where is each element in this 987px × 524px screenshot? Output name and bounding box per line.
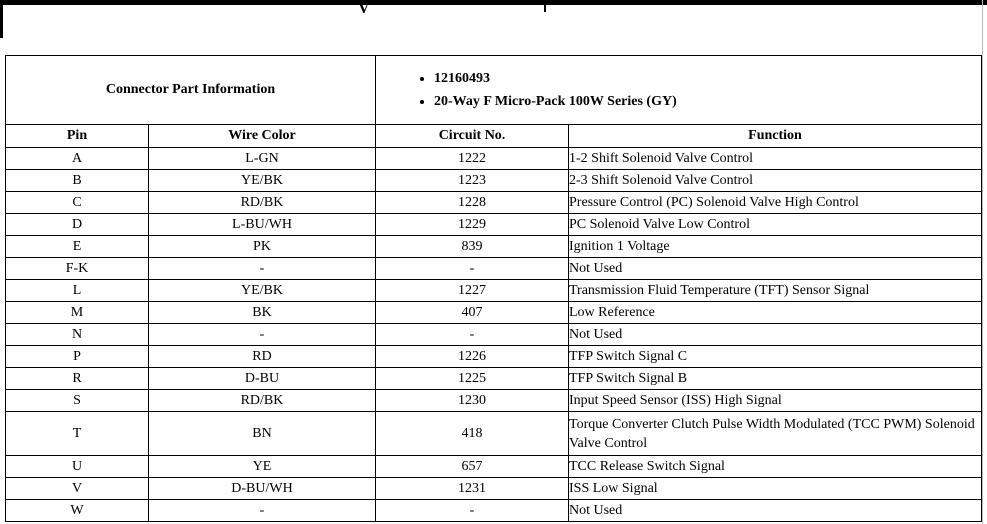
- table-row: N - - Not Used: [5, 323, 983, 346]
- circuit-no-cell: -: [375, 257, 569, 280]
- pin-cell: S: [5, 389, 149, 412]
- col-header-function: Function: [567, 124, 983, 148]
- pin-cell: P: [5, 345, 149, 368]
- pin-cell: B: [5, 169, 149, 192]
- circuit-no-cell: 1230: [375, 389, 569, 412]
- circuit-no-cell: 1227: [375, 279, 569, 302]
- function-cell: Transmission Fluid Temperature (TFT) Sen…: [567, 279, 983, 302]
- pin-cell: U: [5, 455, 149, 478]
- function-cell: PC Solenoid Valve Low Control: [567, 213, 983, 236]
- wire-color-cell: BN: [148, 411, 376, 456]
- table-row: R D-BU 1225 TFP Switch Signal B: [5, 367, 983, 390]
- function-cell: Not Used: [567, 323, 983, 346]
- table-row: C RD/BK 1228 Pressure Control (PC) Solen…: [5, 191, 983, 214]
- table-row: T BN 418 Torque Converter Clutch Pulse W…: [5, 411, 983, 456]
- figure-remnant-glyph: V: [358, 0, 370, 17]
- connector-part-info-title: Connector Part Information: [5, 55, 376, 125]
- circuit-no-cell: -: [375, 499, 569, 522]
- wire-color-cell: PK: [148, 235, 376, 258]
- circuit-no-cell: 1228: [375, 191, 569, 214]
- function-cell: TFP Switch Signal B: [567, 367, 983, 390]
- wire-color-cell: -: [148, 499, 376, 522]
- circuit-no-cell: 657: [375, 455, 569, 478]
- wire-color-cell: -: [148, 257, 376, 280]
- pin-cell: T: [5, 411, 149, 456]
- pin-cell: A: [5, 147, 149, 170]
- pin-cell: F-K: [5, 257, 149, 280]
- function-cell: Not Used: [567, 499, 983, 522]
- function-cell: ISS Low Signal: [567, 477, 983, 500]
- function-cell: Torque Converter Clutch Pulse Width Modu…: [567, 411, 983, 456]
- table-row: L YE/BK 1227 Transmission Fluid Temperat…: [5, 279, 983, 302]
- function-cell: TFP Switch Signal C: [567, 345, 983, 368]
- wire-color-cell: D-BU/WH: [148, 477, 376, 500]
- page-edge-divider: [982, 0, 983, 524]
- connector-pinout-table: Connector Part Information 12160493 20-W…: [5, 55, 983, 522]
- function-cell: Low Reference: [567, 301, 983, 324]
- wire-color-cell: RD: [148, 345, 376, 368]
- function-cell: Input Speed Sensor (ISS) High Signal: [567, 389, 983, 412]
- table-row: W - - Not Used: [5, 499, 983, 522]
- wire-color-cell: L-BU/WH: [148, 213, 376, 236]
- pin-cell: C: [5, 191, 149, 214]
- wire-color-cell: YE: [148, 455, 376, 478]
- connector-part-info-row: Connector Part Information 12160493 20-W…: [5, 55, 983, 125]
- table-row: P RD 1226 TFP Switch Signal C: [5, 345, 983, 368]
- wire-color-cell: RD/BK: [148, 389, 376, 412]
- pin-cell: W: [5, 499, 149, 522]
- circuit-no-cell: 1223: [375, 169, 569, 192]
- pin-cell: M: [5, 301, 149, 324]
- wire-color-cell: YE/BK: [148, 169, 376, 192]
- col-header-wire-color: Wire Color: [148, 124, 376, 148]
- wire-color-cell: -: [148, 323, 376, 346]
- wire-color-cell: BK: [148, 301, 376, 324]
- function-cell: Ignition 1 Voltage: [567, 235, 983, 258]
- connector-part-info-details: 12160493 20-Way F Micro-Pack 100W Series…: [374, 55, 983, 125]
- function-cell: TCC Release Switch Signal: [567, 455, 983, 478]
- table-row: F-K - - Not Used: [5, 257, 983, 280]
- function-cell: Pressure Control (PC) Solenoid Valve Hig…: [567, 191, 983, 214]
- circuit-no-cell: 1226: [375, 345, 569, 368]
- table-row: S RD/BK 1230 Input Speed Sensor (ISS) Hi…: [5, 389, 983, 412]
- function-cell: Not Used: [567, 257, 983, 280]
- circuit-no-cell: 407: [375, 301, 569, 324]
- pin-cell: D: [5, 213, 149, 236]
- pin-cell: E: [5, 235, 149, 258]
- pin-cell: L: [5, 279, 149, 302]
- table-row: D L-BU/WH 1229 PC Solenoid Valve Low Con…: [5, 213, 983, 236]
- connector-part-info-list: 12160493 20-Way F Micro-Pack 100W Series…: [377, 70, 981, 110]
- circuit-no-cell: 418: [375, 411, 569, 456]
- table-row: B YE/BK 1223 2-3 Shift Solenoid Valve Co…: [5, 169, 983, 192]
- circuit-no-cell: 1231: [375, 477, 569, 500]
- function-cell: 2-3 Shift Solenoid Valve Control: [567, 169, 983, 192]
- circuit-no-cell: 1229: [375, 213, 569, 236]
- circuit-no-cell: -: [375, 323, 569, 346]
- pin-cell: V: [5, 477, 149, 500]
- circuit-no-cell: 1222: [375, 147, 569, 170]
- table-row: V D-BU/WH 1231 ISS Low Signal: [5, 477, 983, 500]
- figure-remnant-tick: [544, 0, 546, 12]
- table-row: M BK 407 Low Reference: [5, 301, 983, 324]
- part-number: 12160493: [434, 70, 981, 87]
- wire-color-cell: RD/BK: [148, 191, 376, 214]
- connector-series: 20-Way F Micro-Pack 100W Series (GY): [434, 93, 981, 110]
- circuit-no-cell: 839: [375, 235, 569, 258]
- col-header-pin: Pin: [5, 124, 149, 148]
- col-header-circuit-no: Circuit No.: [375, 124, 569, 148]
- figure-remnant-top-border: [0, 0, 987, 5]
- table-row: E PK 839 Ignition 1 Voltage: [5, 235, 983, 258]
- wire-color-cell: L-GN: [148, 147, 376, 170]
- figure-remnant-left-border: [0, 0, 3, 38]
- pin-cell: R: [5, 367, 149, 390]
- function-cell: 1-2 Shift Solenoid Valve Control: [567, 147, 983, 170]
- wire-color-cell: YE/BK: [148, 279, 376, 302]
- wire-color-cell: D-BU: [148, 367, 376, 390]
- table-row: U YE 657 TCC Release Switch Signal: [5, 455, 983, 478]
- pin-cell: N: [5, 323, 149, 346]
- table-row: A L-GN 1222 1-2 Shift Solenoid Valve Con…: [5, 147, 983, 170]
- column-header-row: Pin Wire Color Circuit No. Function: [5, 124, 983, 148]
- circuit-no-cell: 1225: [375, 367, 569, 390]
